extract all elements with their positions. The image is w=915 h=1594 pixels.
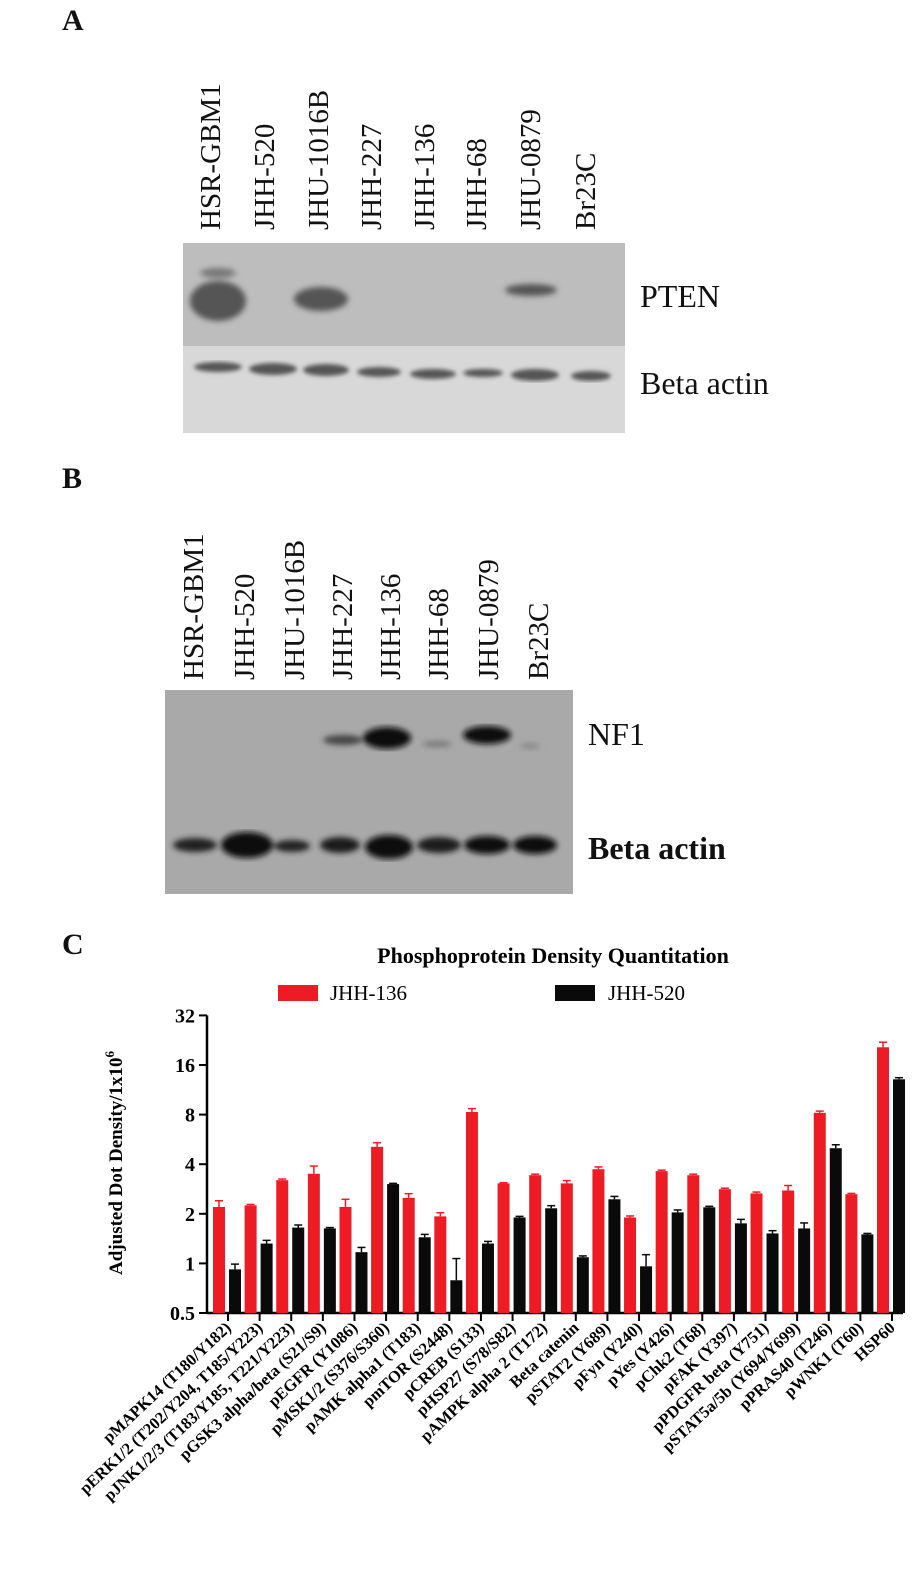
bar-jhh136	[687, 1175, 700, 1313]
bar-jhh136	[465, 1111, 478, 1313]
bar-jhh136	[813, 1112, 826, 1313]
lane-label: JHH-136	[409, 123, 441, 230]
bar-jhh136	[750, 1193, 763, 1313]
band-label-pten: PTEN	[640, 278, 720, 314]
bar-jhh136	[402, 1197, 415, 1313]
bar-jhh136	[276, 1180, 289, 1313]
bar-jhh520	[260, 1243, 273, 1313]
legend-swatch	[555, 985, 595, 1001]
bar-jhh136	[782, 1190, 795, 1313]
y-tick-label: 32	[175, 1005, 195, 1027]
bar-jhh136	[718, 1189, 731, 1313]
band-label-beta-actin-a: Beta actin	[640, 365, 769, 401]
bar-jhh136	[434, 1216, 447, 1313]
bar-jhh520	[513, 1217, 526, 1313]
lane-label: JHH-136	[375, 573, 407, 680]
bar-jhh520	[766, 1233, 779, 1313]
bar-jhh136	[244, 1205, 257, 1313]
bar-jhh136	[560, 1183, 573, 1313]
bar-jhh520	[545, 1208, 558, 1313]
beta-actin-bands-b	[173, 832, 557, 859]
bar-jhh520	[576, 1257, 589, 1313]
bar-jhh520	[387, 1184, 400, 1313]
bar-chart: Phosphoprotein Density Quantitation JHH-1…	[76, 943, 905, 1505]
pten-bands	[190, 268, 557, 321]
bar-jhh520	[450, 1280, 463, 1313]
lane-label: JHU-0879	[473, 559, 505, 680]
bar-jhh520	[355, 1252, 368, 1313]
bar-jhh136	[624, 1217, 637, 1313]
bar-jhh520	[323, 1228, 336, 1313]
lane-label: JHH-227	[356, 123, 388, 230]
lane-label: JHU-1016B	[303, 89, 335, 230]
legend-swatch	[278, 985, 318, 1001]
bar-jhh136	[339, 1206, 352, 1313]
lane-label: JHH-68	[423, 588, 455, 680]
y-tick-label: 4	[185, 1154, 195, 1176]
bar-jhh136	[592, 1169, 605, 1313]
y-axis-label: Adjusted Dot Density/1x106	[102, 1051, 127, 1275]
pten-membrane	[183, 243, 625, 346]
lane-label: JHH-520	[229, 573, 261, 680]
y-tick-label: 0.5	[170, 1303, 195, 1325]
lane-label: Br23C	[523, 602, 555, 680]
bar-jhh520	[418, 1237, 431, 1313]
bar-jhh136	[497, 1183, 510, 1313]
y-tick-label: 2	[185, 1204, 195, 1226]
bar-jhh520	[671, 1212, 684, 1313]
panel-c-label: C	[62, 928, 84, 961]
lane-label: JHU-1016B	[279, 539, 311, 680]
lane-label: Br23C	[570, 152, 602, 230]
legend-label: JHH-136	[330, 981, 407, 1005]
bar-jhh520	[703, 1207, 716, 1313]
bar-jhh520	[893, 1079, 905, 1313]
bar-jhh136	[529, 1175, 542, 1313]
actin-membrane-a	[183, 346, 625, 433]
lane-label: HSR-GBM1	[195, 83, 227, 230]
bar-jhh136	[655, 1171, 668, 1313]
nf1-membrane	[165, 690, 573, 894]
y-axis-label-superscript: 6	[102, 1051, 117, 1058]
bar-jhh520	[481, 1243, 494, 1313]
bar-jhh520	[640, 1266, 653, 1313]
band-label-beta-actin-b: Beta actin	[588, 830, 726, 866]
bar-jhh136	[845, 1194, 858, 1313]
bar-jhh520	[861, 1234, 874, 1313]
y-tick-label: 8	[185, 1105, 195, 1127]
bar-jhh136	[371, 1146, 384, 1313]
nf1-bands	[323, 726, 540, 749]
bar-jhh520	[798, 1228, 811, 1313]
lane-label: HSR-GBM1	[178, 533, 210, 680]
blot-pten	[183, 243, 625, 433]
bar-jhh520	[292, 1227, 305, 1313]
panel-b-label: B	[62, 462, 83, 495]
bar-jhh520	[734, 1223, 747, 1313]
lane-label: JHH-227	[327, 573, 359, 680]
legend-label: JHH-520	[608, 981, 685, 1005]
panel-a-label: A	[62, 4, 84, 37]
y-tick-label: 16	[175, 1055, 195, 1077]
bar-jhh136	[877, 1047, 889, 1313]
y-tick-label: 1	[185, 1253, 195, 1275]
band-label-nf1: NF1	[588, 716, 645, 752]
beta-actin-bands-a	[194, 362, 611, 381]
blot-nf1	[165, 690, 573, 894]
bar-jhh520	[229, 1269, 241, 1313]
chart-title: Phosphoprotein Density Quantitation	[377, 943, 729, 968]
bar-jhh136	[307, 1173, 320, 1313]
bar-jhh136	[213, 1206, 225, 1313]
lane-label: JHH-68	[461, 138, 493, 230]
lane-label: JHH-520	[249, 123, 281, 230]
bar-jhh520	[829, 1148, 842, 1313]
lane-label: JHU-0879	[515, 109, 547, 230]
bar-jhh520	[608, 1199, 621, 1313]
